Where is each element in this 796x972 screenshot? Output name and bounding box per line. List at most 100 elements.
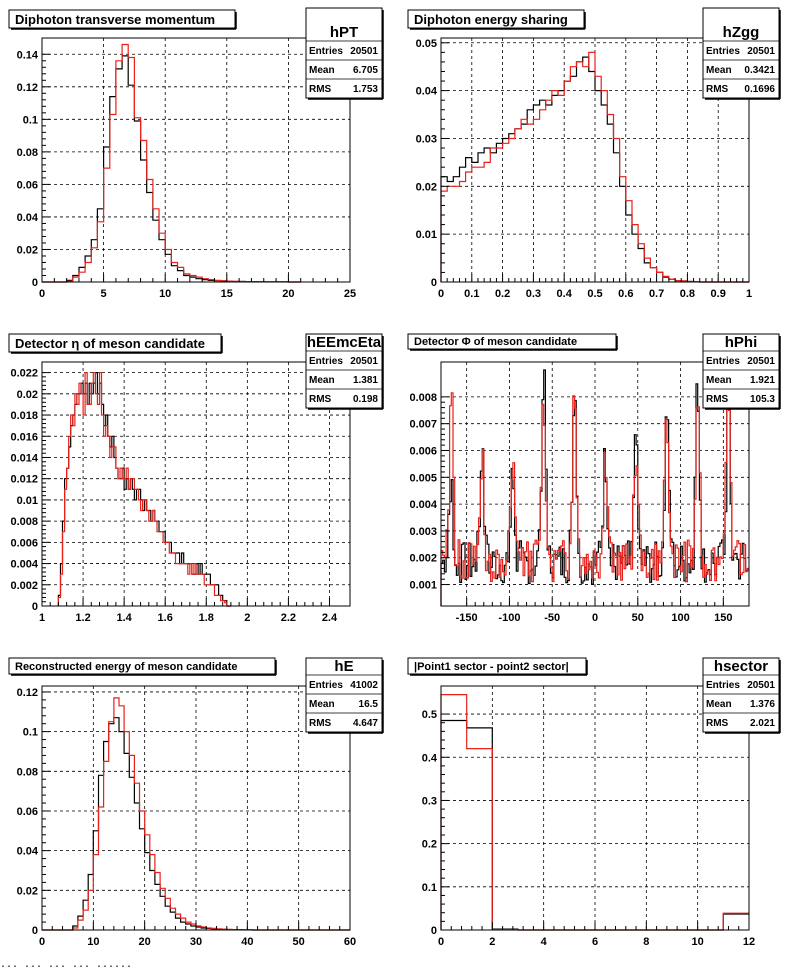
stats-mean-label: Mean: [706, 65, 732, 76]
histogram-panel-5: 0 10 20 30 40 50 60 0 0.02 0.04 0.06 0.08 0.1 0.12 Rec…: [8, 657, 384, 948]
histogram-series-red: [57, 372, 231, 607]
plot-frame: [41, 361, 351, 607]
stats-mean-label: Mean: [706, 699, 732, 710]
x-tick-label: 0.6: [618, 288, 633, 300]
y-tick-label: 0.08: [17, 147, 38, 159]
x-tick-label: 0.1: [464, 288, 479, 300]
stats-mean-label: Mean: [309, 699, 335, 710]
y-tick-label: 0.4: [422, 752, 438, 764]
x-tick-label: 15: [221, 288, 233, 300]
y-tick-label: 0: [32, 277, 38, 289]
x-tick-label: 50: [632, 612, 644, 624]
x-tick-label: 0.3: [526, 288, 541, 300]
y-tick-label: 0.06: [17, 806, 38, 818]
x-tick-label: 0: [39, 936, 45, 948]
stats-box: [305, 7, 383, 99]
stats-entries-label: Entries: [706, 356, 740, 367]
title-box: [8, 657, 276, 675]
stats-entries-label: Entries: [706, 680, 740, 691]
y-tick-label: 0.3: [422, 795, 437, 807]
x-tick-label: 150: [714, 612, 732, 624]
y-tick-label: 0.02: [416, 181, 437, 193]
x-tick-label: 30: [190, 936, 202, 948]
x-tick-label: 10: [87, 936, 99, 948]
y-tick-label: 0.02: [17, 885, 38, 897]
x-tick-label: 1: [746, 288, 752, 300]
histogram-series-black: [57, 372, 231, 607]
stats-histogram-name: hE: [334, 658, 353, 675]
chart-title: Detector Φ of meson candidate: [414, 336, 577, 348]
stats-rms-value: 4.647: [353, 718, 378, 729]
histogram-panel-2: 0 0.1 0.2 0.3 0.4 0.5 0.6 0.7 0.8 0.9 1 0 0.01 0.02 0.…: [407, 7, 781, 300]
y-tick-label: 0: [32, 601, 38, 613]
stats-rms-label: RMS: [309, 394, 332, 405]
y-tick-label: 0.004: [409, 499, 437, 511]
y-tick-label: 0.014: [10, 452, 38, 464]
stats-entries-label: Entries: [309, 680, 343, 691]
title-box: [407, 657, 587, 675]
y-tick-label: 0.012: [10, 474, 38, 486]
histogram-panel-3: 1 1.2 1.4 1.6 1.8 2 2.2 2.4 0 0.002 0.004 0.006 0.00…: [8, 333, 384, 624]
x-tick-label: 60: [344, 936, 356, 948]
histogram-panel-6: 0 2 4 6 8 10 12 0 0.1 0.2 0.3 0.4 0.5 |Point1 sector …: [407, 657, 781, 948]
y-tick-label: 0.01: [416, 229, 437, 241]
stats-entries-label: Entries: [706, 46, 740, 57]
y-tick-label: 0.02: [17, 389, 38, 401]
y-tick-label: 0.008: [10, 516, 38, 528]
y-tick-label: 0.02: [17, 244, 38, 256]
chart-title: |Point1 sector - point2 sector|: [414, 661, 569, 673]
y-tick-label: 0: [431, 925, 437, 937]
y-tick-label: 0.08: [17, 766, 38, 778]
y-tick-label: 0: [431, 277, 437, 289]
x-tick-label: 0.4: [557, 288, 573, 300]
chart-title: Reconstructed energy of meson candidate: [15, 661, 238, 673]
y-tick-label: 0.018: [10, 410, 38, 422]
stats-histogram-name: hsector: [714, 658, 768, 675]
stats-mean-value: 16.5: [359, 699, 379, 710]
x-tick-label: 20: [139, 936, 151, 948]
stats-rms-value: 2.021: [750, 718, 775, 729]
y-tick-label: 0.006: [409, 445, 437, 457]
x-tick-label: 2.2: [281, 612, 296, 624]
y-tick-label: 0.12: [17, 82, 38, 94]
x-tick-label: 0: [438, 288, 444, 300]
stats-mean-value: 1.921: [750, 375, 775, 386]
y-tick-label: 0: [32, 925, 38, 937]
stats-entries-value: 20501: [747, 356, 775, 367]
histogram-panel-1: 0 5 10 15 20 25 0 0.02 0.04 0.06 0.08 0.1 0.12 0.14 Di…: [8, 7, 384, 300]
stats-mean-label: Mean: [706, 375, 732, 386]
x-tick-label: 5: [101, 288, 107, 300]
x-tick-label: 2.4: [322, 612, 338, 624]
stats-histogram-name: hPhi: [725, 334, 758, 351]
stats-mean-value: 1.381: [353, 375, 378, 386]
stats-box: [702, 333, 780, 409]
stats-rms-label: RMS: [706, 394, 729, 405]
footer-text: ... ... ... ... ......: [0, 960, 133, 971]
y-tick-label: 0.1: [23, 727, 38, 739]
stats-entries-label: Entries: [309, 46, 343, 57]
y-tick-label: 0.022: [10, 368, 38, 380]
x-tick-label: 100: [671, 612, 689, 624]
x-tick-label: 6: [592, 936, 598, 948]
x-tick-label: 12: [743, 936, 755, 948]
stats-mean-value: 0.3421: [744, 65, 775, 76]
histogram-panel-4: -150 -100 -50 0 50 100 150 0.001 0.002 0.003 0.004…: [407, 333, 781, 624]
stats-box: [702, 657, 780, 733]
y-tick-label: 0.04: [17, 212, 39, 224]
y-tick-label: 0.1: [23, 114, 38, 126]
y-tick-label: 0.04: [17, 846, 39, 858]
y-tick-label: 0.2: [422, 839, 437, 851]
y-tick-label: 0.005: [409, 472, 437, 484]
y-tick-label: 0.002: [409, 553, 437, 565]
stats-entries-value: 20501: [747, 680, 775, 691]
y-tick-label: 0.03: [416, 133, 437, 145]
stats-box: [305, 333, 383, 409]
y-tick-label: 0.14: [17, 49, 39, 61]
x-tick-label: -100: [498, 612, 520, 624]
plot-frame: [41, 37, 351, 283]
histogram-series-red: [42, 43, 301, 283]
stats-mean-label: Mean: [309, 65, 335, 76]
stats-mean-value: 1.376: [750, 699, 775, 710]
stats-rms-value: 0.198: [353, 394, 378, 405]
